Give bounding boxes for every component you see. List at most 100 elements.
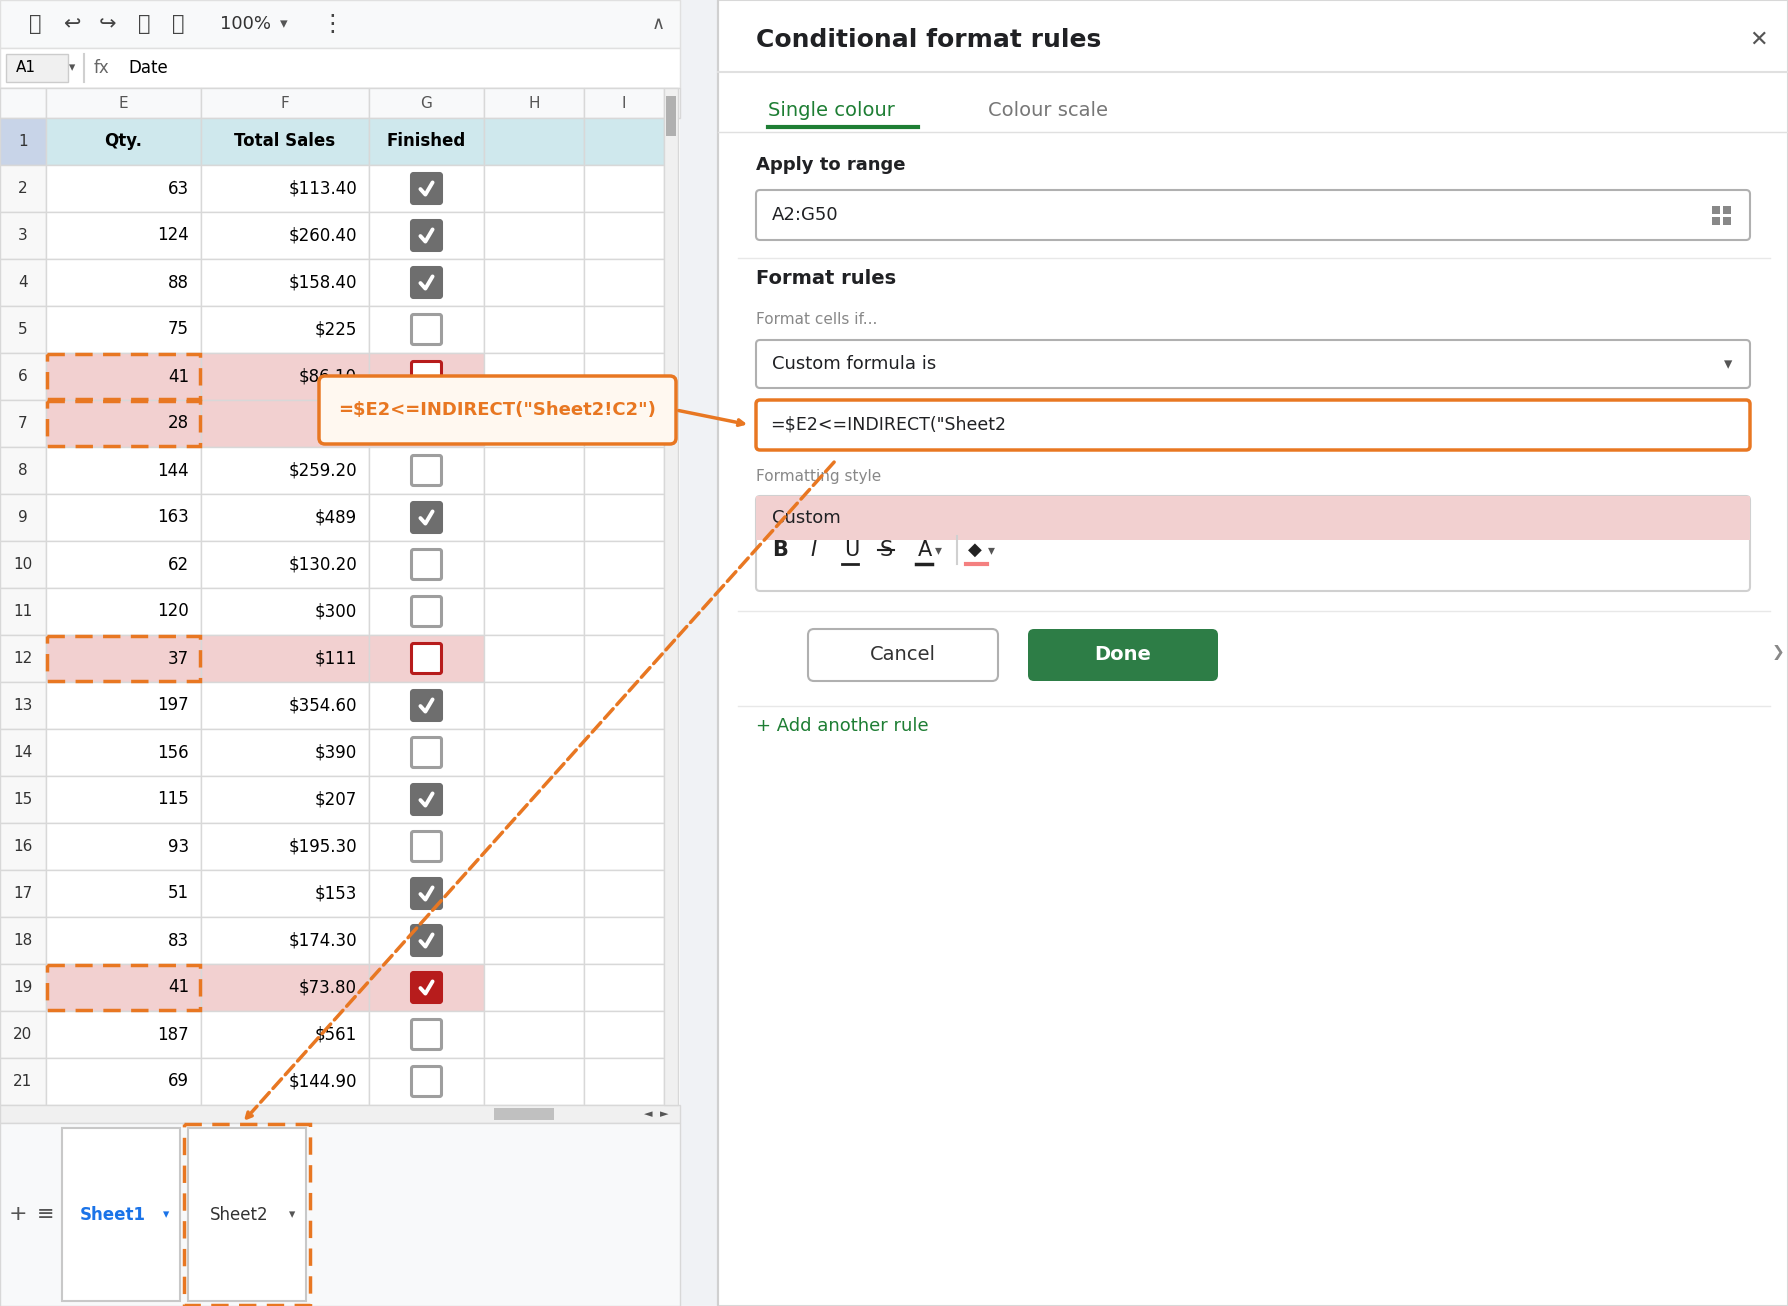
Text: Date: Date — [129, 59, 168, 77]
Bar — [585, 259, 663, 306]
Bar — [0, 259, 46, 306]
Bar — [585, 118, 663, 165]
Bar — [200, 682, 368, 729]
Bar — [368, 682, 485, 729]
Bar — [368, 212, 485, 259]
Bar — [200, 353, 368, 400]
Bar — [368, 259, 485, 306]
Text: $130.20: $130.20 — [288, 555, 358, 573]
Text: I: I — [622, 95, 626, 111]
Bar — [493, 1107, 554, 1121]
Bar — [46, 635, 200, 682]
Bar — [485, 870, 585, 917]
Bar — [0, 494, 46, 541]
Bar — [0, 541, 46, 588]
Text: I: I — [810, 539, 815, 560]
Text: fx: fx — [95, 59, 109, 77]
Text: Sheet1: Sheet1 — [80, 1205, 147, 1224]
Text: $144.90: $144.90 — [288, 1072, 358, 1091]
Bar — [585, 917, 663, 964]
Text: 115: 115 — [157, 790, 190, 808]
FancyBboxPatch shape — [411, 597, 442, 627]
Bar — [368, 870, 485, 917]
Bar — [200, 541, 368, 588]
Bar — [46, 353, 200, 400]
Text: 6: 6 — [18, 370, 29, 384]
Text: 51: 51 — [168, 884, 190, 902]
Bar — [0, 0, 679, 1306]
FancyBboxPatch shape — [756, 189, 1750, 240]
Text: 9: 9 — [18, 511, 29, 525]
Bar — [585, 400, 663, 447]
Bar — [368, 400, 485, 447]
Bar — [665, 97, 676, 136]
Bar — [585, 1058, 663, 1105]
Bar — [46, 636, 200, 680]
Bar — [368, 1011, 485, 1058]
Text: Apply to range: Apply to range — [756, 155, 905, 174]
Text: U: U — [844, 539, 860, 560]
Bar — [1711, 217, 1720, 225]
Bar — [46, 212, 200, 259]
Bar — [184, 1124, 309, 1305]
Text: ▾: ▾ — [163, 1208, 170, 1221]
Bar — [0, 88, 46, 118]
FancyBboxPatch shape — [411, 1067, 442, 1097]
Text: Single colour: Single colour — [769, 101, 894, 120]
Bar — [0, 48, 679, 88]
Bar — [200, 494, 368, 541]
Text: ▾: ▾ — [935, 543, 942, 556]
Text: 62: 62 — [168, 555, 190, 573]
Text: Custom formula is: Custom formula is — [772, 355, 937, 374]
Text: + Add another rule: + Add another rule — [756, 717, 928, 735]
Text: 16: 16 — [13, 838, 32, 854]
FancyBboxPatch shape — [411, 315, 442, 345]
FancyBboxPatch shape — [756, 496, 1750, 592]
Bar — [0, 400, 46, 447]
Text: 37: 37 — [168, 649, 190, 667]
Bar — [585, 1011, 663, 1058]
Text: Format rules: Format rules — [756, 269, 896, 287]
Text: Format cells if...: Format cells if... — [756, 312, 878, 328]
Bar — [368, 118, 485, 165]
Bar — [368, 823, 485, 870]
Bar — [46, 88, 200, 118]
Bar — [46, 401, 200, 447]
FancyBboxPatch shape — [411, 973, 442, 1003]
Text: Total Sales: Total Sales — [234, 132, 336, 150]
Bar — [585, 682, 663, 729]
Bar — [46, 682, 200, 729]
Text: 120: 120 — [157, 602, 190, 620]
FancyBboxPatch shape — [411, 738, 442, 768]
Bar — [368, 306, 485, 353]
Bar — [46, 118, 200, 165]
Text: Formatting style: Formatting style — [756, 469, 881, 483]
Bar — [585, 776, 663, 823]
Bar — [46, 447, 200, 494]
Bar — [719, 0, 1788, 1306]
Bar — [200, 118, 368, 165]
Bar — [46, 494, 200, 541]
Bar — [485, 917, 585, 964]
Text: $260.40: $260.40 — [288, 226, 358, 244]
Text: S: S — [880, 539, 894, 560]
Bar — [585, 353, 663, 400]
Bar — [485, 729, 585, 776]
FancyBboxPatch shape — [411, 1020, 442, 1050]
FancyBboxPatch shape — [411, 550, 442, 580]
Text: H: H — [527, 95, 540, 111]
Bar — [46, 776, 200, 823]
Text: Custom: Custom — [772, 509, 840, 528]
Text: 100%: 100% — [220, 14, 272, 33]
Bar — [200, 870, 368, 917]
Text: $207: $207 — [315, 790, 358, 808]
Bar — [1724, 206, 1731, 214]
Text: 2: 2 — [18, 182, 29, 196]
Text: 3: 3 — [18, 229, 29, 243]
Text: $300: $300 — [315, 602, 358, 620]
Bar — [200, 88, 368, 118]
Text: Colour scale: Colour scale — [989, 101, 1109, 120]
Bar — [0, 212, 46, 259]
Text: ◄: ◄ — [644, 1109, 653, 1119]
Bar — [585, 306, 663, 353]
